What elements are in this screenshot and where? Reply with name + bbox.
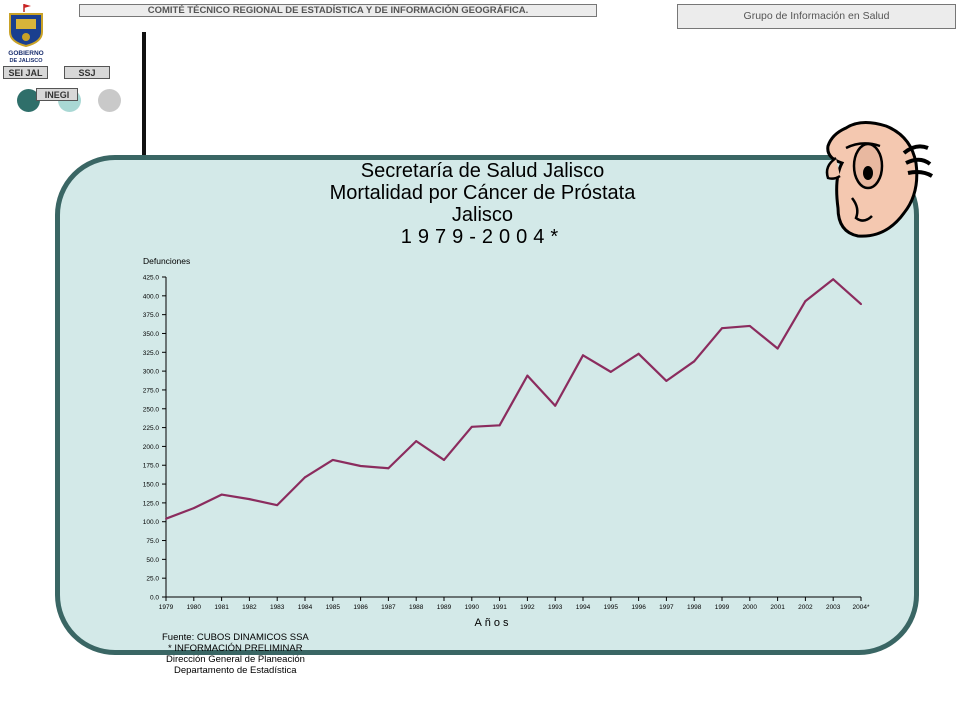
data-point	[498, 424, 501, 427]
y-tick-label: 175.0	[143, 463, 160, 470]
x-tick-label: 1987	[381, 604, 396, 611]
x-tick-label: 2002	[798, 604, 813, 611]
y-tick-label: 200.0	[143, 444, 160, 451]
x-tick-label: 1988	[409, 604, 424, 611]
data-point	[304, 476, 306, 479]
y-tick-label: 150.0	[143, 482, 160, 489]
data-point	[832, 278, 835, 281]
x-tick-label: 1979	[159, 604, 174, 611]
source-line-3: Dirección General de Planeación	[166, 654, 305, 665]
y-tick-label: 225.0	[143, 425, 160, 432]
source-note: Fuente: CUBOS DINAMICOS SSA * INFORMACIÓ…	[162, 632, 309, 676]
jalisco-government-logo: GOBIERNO DE JALISCO	[8, 4, 44, 64]
x-tick-label: 1986	[353, 604, 368, 611]
x-tick-label: 1993	[548, 604, 563, 611]
y-tick-label: 250.0	[143, 406, 160, 413]
y-tick-label: 375.0	[143, 312, 160, 319]
x-tick-label: 1985	[326, 604, 341, 611]
x-tick-label: 1989	[437, 604, 452, 611]
y-tick-label: 425.0	[143, 275, 160, 282]
data-point	[776, 347, 779, 350]
data-point	[192, 507, 195, 510]
data-point	[331, 458, 334, 461]
x-tick-label: 2004*	[853, 604, 870, 611]
x-tick-label: 2000	[743, 604, 758, 611]
x-tick-label: 1994	[576, 604, 591, 611]
data-point	[470, 425, 473, 428]
logo-text-line1: GOBIERNO	[8, 50, 43, 57]
x-tick-label: 1999	[715, 604, 730, 611]
x-tick-label: 2003	[826, 604, 841, 611]
y-axis-label: Defunciones	[143, 256, 190, 266]
data-point	[693, 360, 696, 363]
data-point	[582, 354, 584, 357]
data-point	[609, 370, 612, 373]
data-point	[415, 440, 418, 443]
title-line-1: Secretaría de Salud Jalisco	[360, 160, 605, 182]
data-point	[276, 504, 279, 507]
source-line-4: Departamento de Estadística	[174, 665, 297, 676]
title-line-3: Jalisco	[451, 204, 514, 226]
data-point	[748, 324, 751, 327]
x-tick-label: 1980	[187, 604, 202, 611]
source-line-1: Fuente: CUBOS DINAMICOS SSA	[162, 632, 309, 643]
x-tick-label: 1990	[465, 604, 480, 611]
x-tick-label: 2001	[770, 604, 785, 611]
worried-man-cartoon	[825, 121, 934, 238]
x-tick-label: 1992	[520, 604, 535, 611]
sei-jal-button[interactable]: SEI JAL	[3, 66, 48, 79]
data-point	[804, 300, 807, 303]
nav-circle-gray[interactable]	[98, 89, 121, 112]
title-line-4: 1979-2004*	[400, 226, 565, 248]
y-tick-label: 350.0	[143, 331, 160, 338]
data-point	[721, 327, 723, 330]
chart-panel	[55, 155, 919, 655]
y-tick-label: 125.0	[143, 500, 160, 507]
data-point	[860, 303, 862, 306]
x-tick-label: 1982	[242, 604, 257, 611]
y-tick-label: 75.0	[146, 538, 159, 545]
title-line-2: Mortalidad por Cáncer de Próstata	[329, 182, 636, 204]
source-line-2: * INFORMACIÓN PRELIMINAR	[168, 643, 303, 654]
y-tick-label: 300.0	[143, 369, 160, 376]
data-point	[165, 517, 167, 520]
y-tick-label: 0.0	[150, 595, 159, 602]
ssj-button[interactable]: SSJ	[64, 66, 110, 79]
series-line	[165, 278, 862, 520]
inegi-button[interactable]: INEGI	[36, 88, 78, 101]
y-tick-label: 400.0	[143, 293, 160, 300]
data-point	[387, 467, 390, 470]
nav-circle-dark[interactable]	[17, 89, 40, 112]
x-tick-label: 1998	[687, 604, 702, 611]
data-point	[248, 498, 251, 501]
data-point	[359, 464, 362, 467]
y-tick-label: 325.0	[143, 350, 160, 357]
x-tick-label: 1981	[214, 604, 229, 611]
x-tick-label: 1997	[659, 604, 674, 611]
data-point	[443, 458, 445, 461]
y-tick-label: 275.0	[143, 387, 160, 394]
data-point	[526, 374, 529, 377]
x-tick-label: 1995	[604, 604, 619, 611]
logo-text-line2: DE JALISCO	[9, 58, 43, 64]
y-tick-label: 25.0	[146, 576, 159, 583]
y-tick-label: 50.0	[146, 557, 159, 564]
x-tick-label: 1996	[631, 604, 646, 611]
x-tick-label: 1991	[492, 604, 507, 611]
data-point	[665, 379, 668, 382]
committee-header: COMITÉ TÉCNICO REGIONAL DE ESTADÍSTICA Y…	[79, 4, 597, 17]
group-header: Grupo de Información en Salud	[677, 4, 956, 29]
x-axis-label: Años	[474, 617, 511, 629]
chart-title: Secretaría de Salud Jalisco Mortalidad p…	[200, 160, 765, 248]
x-tick-label: 1983	[270, 604, 285, 611]
y-tick-label: 100.0	[143, 519, 160, 526]
data-point	[220, 493, 223, 496]
data-point	[637, 352, 640, 355]
x-tick-label: 1984	[298, 604, 313, 611]
vertical-divider	[142, 32, 146, 158]
data-point	[554, 404, 557, 407]
